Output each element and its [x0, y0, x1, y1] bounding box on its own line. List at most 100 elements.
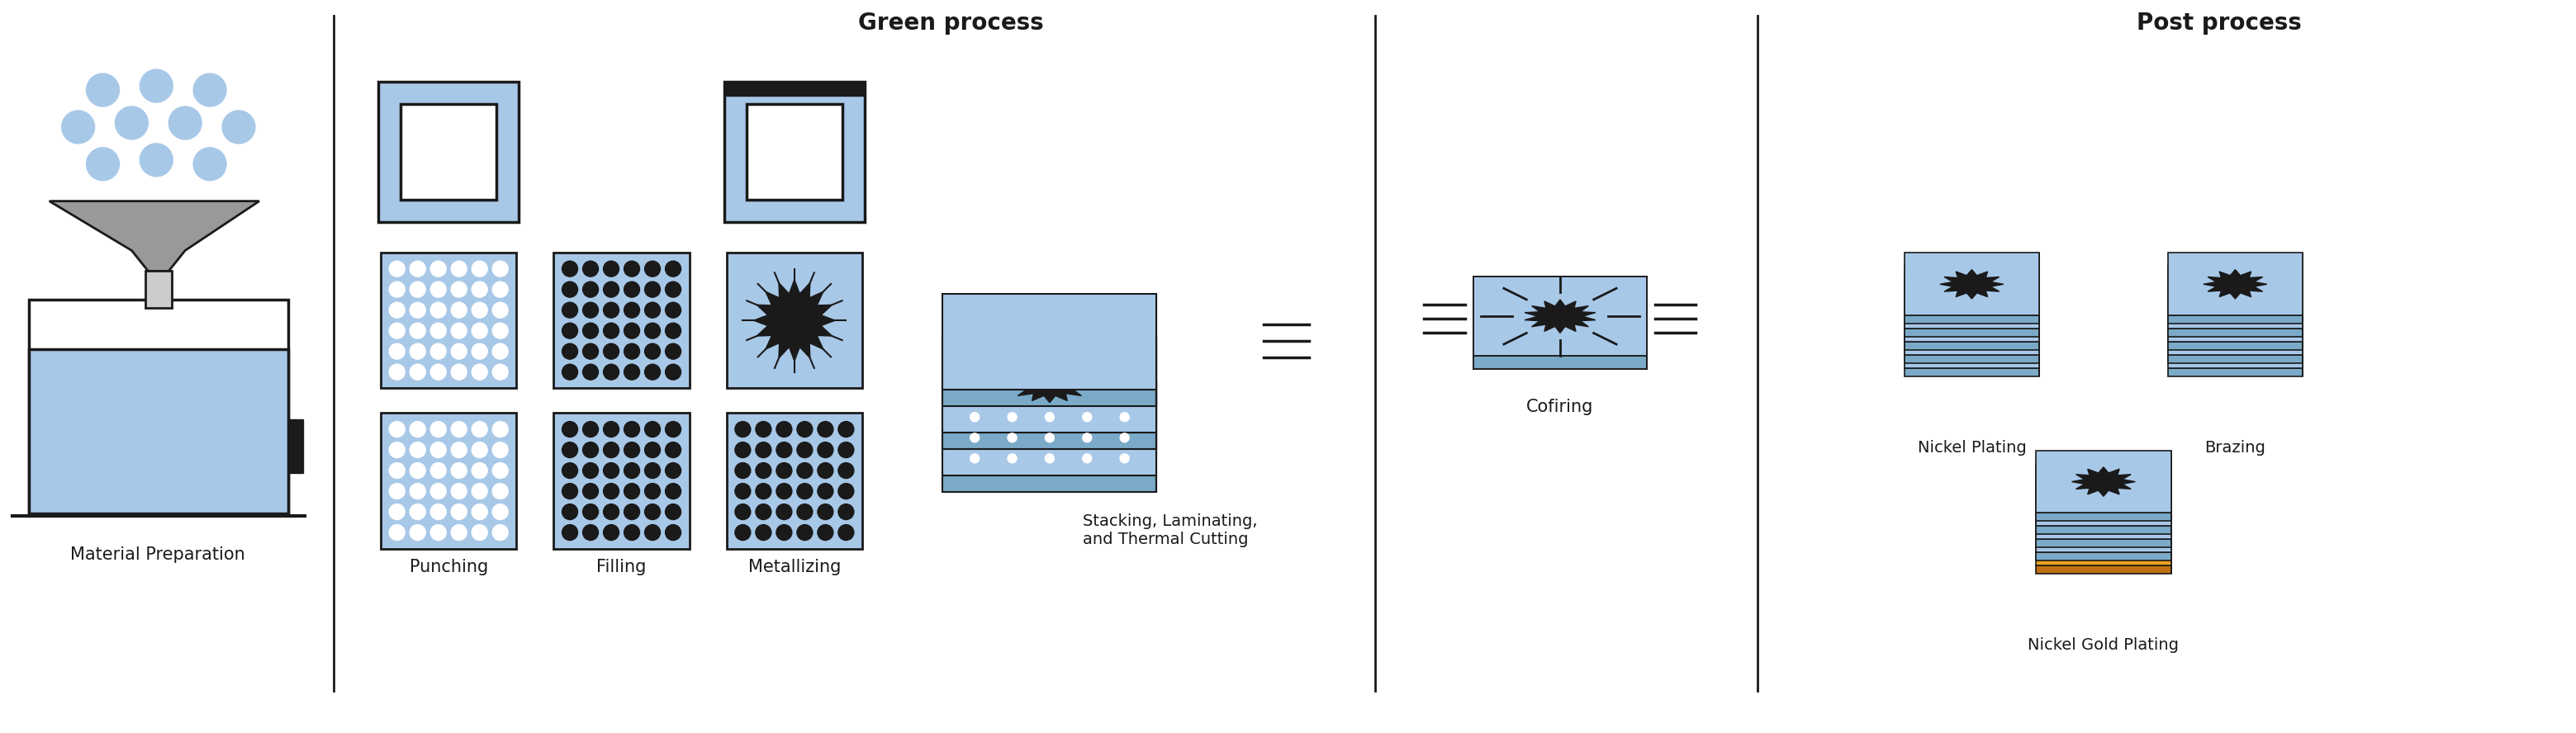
Circle shape — [644, 463, 659, 479]
Circle shape — [623, 483, 639, 499]
Circle shape — [562, 344, 577, 359]
FancyBboxPatch shape — [726, 253, 863, 388]
Polygon shape — [2169, 279, 2303, 342]
Circle shape — [451, 281, 466, 298]
Circle shape — [582, 504, 598, 520]
Text: Post process: Post process — [2136, 12, 2300, 35]
Circle shape — [796, 525, 811, 540]
Circle shape — [222, 111, 255, 144]
Circle shape — [603, 421, 618, 437]
FancyBboxPatch shape — [381, 253, 518, 388]
Circle shape — [796, 421, 811, 437]
Circle shape — [755, 504, 770, 520]
Circle shape — [971, 433, 979, 442]
Polygon shape — [2071, 467, 2136, 496]
Circle shape — [623, 344, 639, 359]
Circle shape — [644, 344, 659, 359]
Circle shape — [734, 504, 750, 520]
Circle shape — [389, 344, 404, 359]
Circle shape — [410, 281, 425, 298]
Circle shape — [492, 525, 507, 540]
Polygon shape — [2169, 342, 2303, 350]
Circle shape — [451, 344, 466, 359]
Circle shape — [582, 421, 598, 437]
Circle shape — [603, 261, 618, 276]
Circle shape — [1007, 433, 1018, 442]
Polygon shape — [2169, 368, 2303, 376]
Polygon shape — [1473, 277, 1646, 356]
Circle shape — [603, 483, 618, 499]
Polygon shape — [2035, 566, 2172, 574]
Circle shape — [665, 463, 680, 479]
Circle shape — [492, 504, 507, 520]
Circle shape — [665, 504, 680, 520]
Circle shape — [837, 463, 853, 479]
Circle shape — [410, 323, 425, 339]
Circle shape — [492, 442, 507, 457]
Circle shape — [623, 302, 639, 318]
Circle shape — [88, 73, 118, 106]
Circle shape — [971, 454, 979, 463]
Circle shape — [665, 483, 680, 499]
Circle shape — [623, 364, 639, 380]
Circle shape — [665, 364, 680, 380]
Polygon shape — [2035, 490, 2172, 553]
Circle shape — [492, 302, 507, 318]
Circle shape — [193, 73, 227, 106]
Circle shape — [88, 147, 118, 180]
Circle shape — [492, 463, 507, 479]
FancyBboxPatch shape — [554, 253, 690, 388]
Polygon shape — [943, 380, 1157, 475]
Circle shape — [1007, 413, 1018, 421]
Circle shape — [755, 463, 770, 479]
Polygon shape — [2169, 292, 2303, 355]
Polygon shape — [2035, 463, 2172, 526]
Text: Punching: Punching — [410, 559, 487, 575]
Circle shape — [492, 483, 507, 499]
Polygon shape — [1904, 355, 2040, 364]
Polygon shape — [1473, 356, 1646, 369]
Circle shape — [623, 463, 639, 479]
Circle shape — [603, 302, 618, 318]
FancyBboxPatch shape — [147, 271, 173, 308]
Circle shape — [1082, 454, 1092, 463]
Polygon shape — [2202, 270, 2267, 299]
Circle shape — [430, 261, 446, 276]
Circle shape — [603, 323, 618, 339]
Circle shape — [1082, 433, 1092, 442]
Circle shape — [410, 483, 425, 499]
Circle shape — [734, 463, 750, 479]
Circle shape — [1007, 454, 1018, 463]
Circle shape — [775, 504, 791, 520]
Polygon shape — [943, 294, 1157, 389]
Circle shape — [410, 261, 425, 276]
Circle shape — [734, 483, 750, 499]
Circle shape — [1121, 433, 1128, 442]
FancyBboxPatch shape — [28, 300, 289, 514]
Circle shape — [1082, 392, 1092, 401]
Polygon shape — [2035, 476, 2172, 539]
Circle shape — [817, 504, 832, 520]
Circle shape — [665, 281, 680, 298]
Polygon shape — [2035, 553, 2172, 561]
Circle shape — [430, 344, 446, 359]
Circle shape — [755, 525, 770, 540]
Circle shape — [603, 344, 618, 359]
Circle shape — [562, 463, 577, 479]
Circle shape — [582, 281, 598, 298]
Circle shape — [562, 421, 577, 437]
Circle shape — [471, 364, 487, 380]
Polygon shape — [943, 475, 1157, 492]
Circle shape — [492, 281, 507, 298]
Circle shape — [582, 344, 598, 359]
Polygon shape — [1473, 356, 1646, 369]
Circle shape — [562, 364, 577, 380]
Circle shape — [62, 111, 95, 144]
Circle shape — [1046, 433, 1054, 442]
Circle shape — [775, 525, 791, 540]
Polygon shape — [2035, 503, 2172, 566]
Circle shape — [471, 442, 487, 457]
Polygon shape — [1473, 277, 1646, 356]
Polygon shape — [1473, 277, 1646, 356]
Circle shape — [755, 442, 770, 457]
